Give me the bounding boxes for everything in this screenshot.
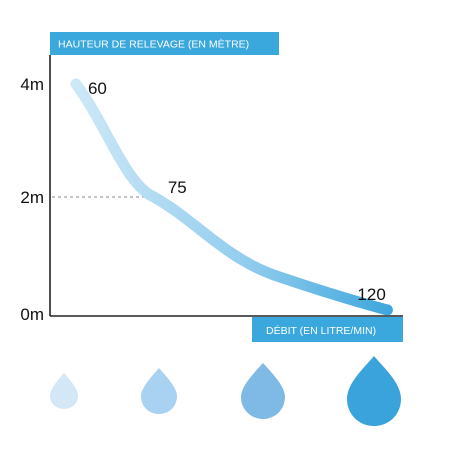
data-label-75: 75	[168, 178, 187, 197]
y-axis-title-banner	[50, 32, 279, 55]
data-label-120: 120	[357, 285, 385, 304]
data-label-60: 60	[88, 79, 107, 98]
y-tick-label: 4m	[20, 75, 44, 94]
water-drop-icon-medium	[141, 368, 177, 414]
water-drops	[50, 356, 401, 426]
point-labels: 60 75 120	[88, 79, 386, 304]
y-axis-ticks: 4m 2m 0m	[20, 75, 44, 324]
x-axis-title-banner	[252, 317, 403, 342]
water-drop-icon-xlarge	[347, 356, 401, 426]
x-axis-title: DÉBIT (EN LITRE/MIN)	[266, 324, 376, 337]
water-drop-icon-large	[241, 363, 285, 419]
y-tick-label: 0m	[20, 305, 44, 324]
y-axis-title: HAUTEUR DE RELEVAGE (EN MÈTRE)	[58, 38, 249, 51]
water-drop-icon-small	[50, 373, 78, 409]
y-tick-label: 2m	[20, 188, 44, 207]
series-line	[70, 78, 393, 316]
